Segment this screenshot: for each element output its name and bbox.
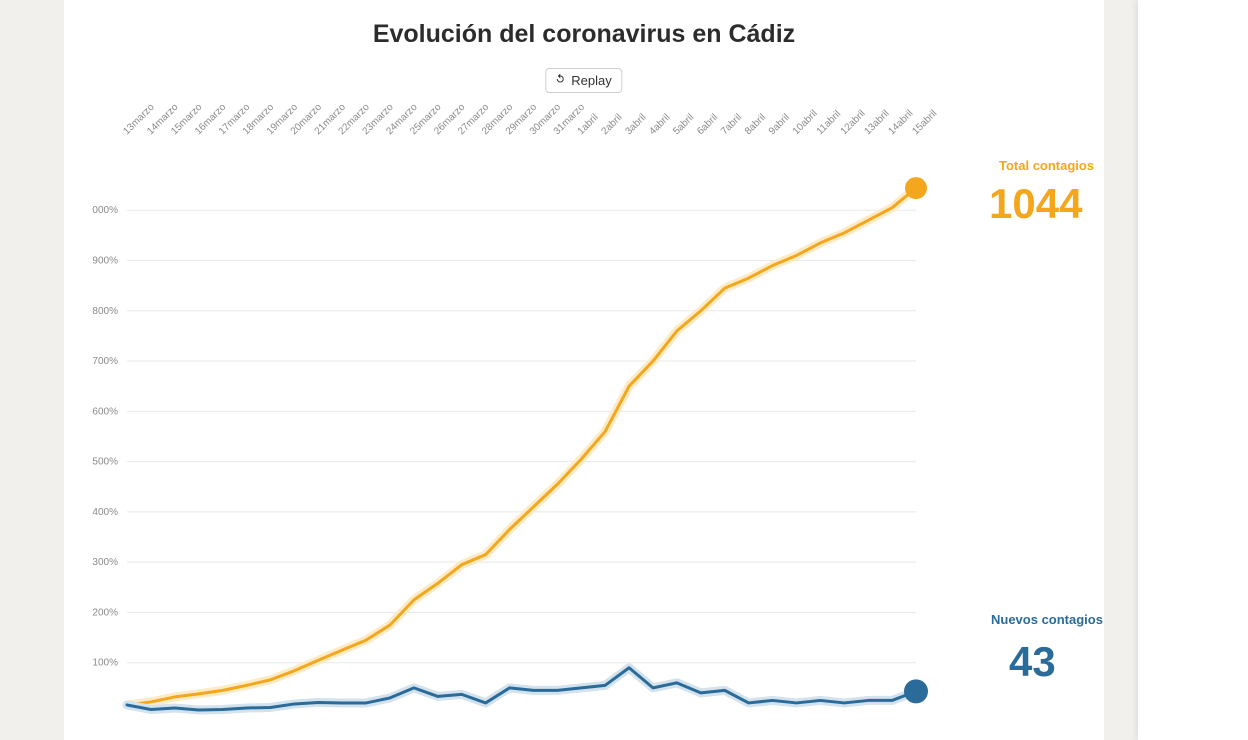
svg-text:4abril: 4abril (647, 112, 672, 137)
svg-text:14abril: 14abril (886, 108, 915, 137)
series-value-total: 1044 (989, 180, 1082, 228)
svg-text:9abril: 9abril (767, 112, 792, 137)
svg-text:7abril: 7abril (719, 112, 744, 137)
svg-text:300%: 300% (92, 557, 118, 568)
svg-text:600%: 600% (92, 406, 118, 417)
svg-text:400%: 400% (92, 507, 118, 518)
series-label-total: Total contagios (999, 158, 1094, 173)
svg-text:000%: 000% (92, 205, 118, 216)
series-value-nuevos: 43 (1009, 638, 1056, 686)
series-label-nuevos: Nuevos contagios (991, 612, 1103, 627)
svg-text:5abril: 5abril (671, 112, 696, 137)
page: Evolución del coronavirus en Cádiz Repla… (0, 0, 1248, 740)
right-sidebar-strip (1138, 0, 1248, 740)
svg-text:100%: 100% (92, 658, 118, 669)
svg-text:900%: 900% (92, 256, 118, 267)
svg-text:500%: 500% (92, 457, 118, 468)
chart-card: Evolución del coronavirus en Cádiz Repla… (64, 0, 1104, 740)
svg-text:800%: 800% (92, 306, 118, 317)
svg-text:700%: 700% (92, 356, 118, 367)
chart-plot: 100% 200% 300% 400% 500% 600% 700% 800% 900% 000%… (64, 0, 1104, 740)
svg-text:200%: 200% (92, 607, 118, 618)
svg-text:3abril: 3abril (623, 112, 648, 137)
svg-text:12abril: 12abril (839, 108, 868, 137)
svg-text:15abril: 15abril (910, 108, 939, 137)
svg-text:8abril: 8abril (743, 112, 768, 137)
svg-text:10abril: 10abril (791, 108, 820, 137)
svg-text:11abril: 11abril (815, 109, 843, 137)
svg-text:6abril: 6abril (695, 112, 720, 137)
svg-text:2abril: 2abril (600, 112, 625, 137)
svg-text:13abril: 13abril (863, 108, 892, 137)
